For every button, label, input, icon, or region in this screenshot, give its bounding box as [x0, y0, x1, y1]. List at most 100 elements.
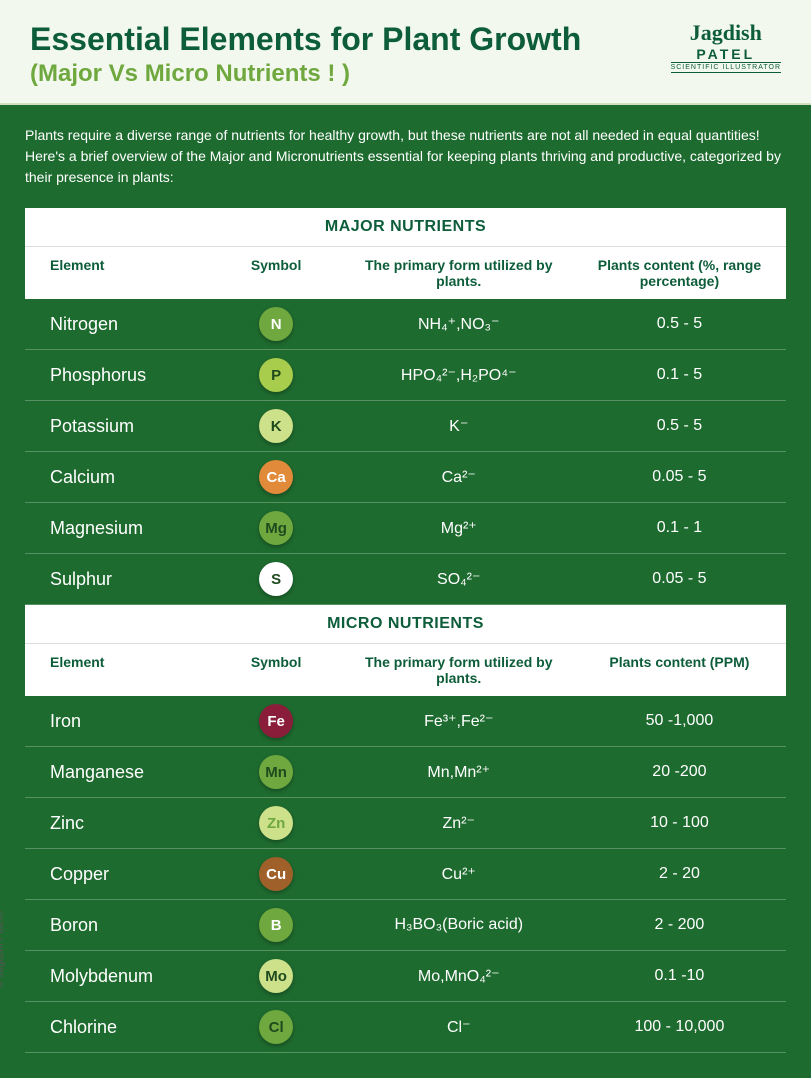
element-name: Phosphorus: [25, 365, 208, 386]
page-subtitle: (Major Vs Micro Nutrients ! ): [30, 60, 581, 88]
logo: Jagdish PATEL SCIENTIFIC ILLUSTRATOR: [671, 20, 781, 73]
element-content: 10 - 100: [573, 814, 786, 832]
title-block: Essential Elements for Plant Growth (Maj…: [30, 20, 581, 88]
col-element: Element: [25, 257, 208, 289]
element-symbol: Mo: [208, 959, 345, 993]
element-form: Cl⁻: [345, 1017, 573, 1037]
element-content: 0.5 - 5: [573, 315, 786, 333]
element-name: Zinc: [25, 813, 208, 834]
element-symbol: N: [208, 307, 345, 341]
element-content: 0.05 - 5: [573, 570, 786, 588]
element-name: Copper: [25, 864, 208, 885]
element-content: 0.5 - 5: [573, 417, 786, 435]
table-row: Sulphur S SO₄²⁻0.05 - 5: [25, 554, 786, 605]
element-content: 0.1 - 5: [573, 366, 786, 384]
element-symbol: Cl: [208, 1010, 345, 1044]
element-form: K⁻: [345, 416, 573, 436]
element-name: Potassium: [25, 416, 208, 437]
element-form: NH₄⁺,NO₃⁻: [345, 314, 573, 334]
symbol-badge: Ca: [259, 460, 293, 494]
element-form: SO₄²⁻: [345, 569, 573, 589]
symbol-badge: S: [259, 562, 293, 596]
element-symbol: Zn: [208, 806, 345, 840]
element-name: Chlorine: [25, 1017, 208, 1038]
copyright: © Jagdish Patel®: [0, 911, 6, 989]
element-content: 50 -1,000: [573, 712, 786, 730]
symbol-badge: Zn: [259, 806, 293, 840]
symbol-badge: Cu: [259, 857, 293, 891]
element-name: Boron: [25, 915, 208, 936]
element-form: Fe³⁺,Fe²⁻: [345, 711, 573, 731]
col-form: The primary form utilized by plants.: [345, 257, 573, 289]
element-symbol: S: [208, 562, 345, 596]
element-form: HPO₄²⁻,H₂PO⁴⁻: [345, 365, 573, 385]
table-row: Calcium Ca Ca²⁻0.05 - 5: [25, 452, 786, 503]
element-content: 0.1 -10: [573, 967, 786, 985]
symbol-badge: Fe: [259, 704, 293, 738]
major-column-header: Element Symbol The primary form utilized…: [25, 246, 786, 299]
col-symbol: Symbol: [208, 654, 345, 686]
major-section-title: MAJOR NUTRIENTS: [25, 208, 786, 246]
symbol-badge: Mn: [259, 755, 293, 789]
element-symbol: Ca: [208, 460, 345, 494]
element-form: Mg²⁺: [345, 518, 573, 538]
element-form: H₃BO₃(Boric acid): [345, 916, 573, 934]
symbol-badge: K: [259, 409, 293, 443]
main-panel: Plants require a diverse range of nutrie…: [0, 105, 811, 1078]
element-form: Mo,MnO₄²⁻: [345, 966, 573, 986]
table-row: Molybdenum Mo Mo,MnO₄²⁻0.1 -10: [25, 951, 786, 1002]
element-symbol: Fe: [208, 704, 345, 738]
element-form: Ca²⁻: [345, 467, 573, 487]
col-symbol: Symbol: [208, 257, 345, 289]
element-name: Molybdenum: [25, 966, 208, 987]
element-symbol: K: [208, 409, 345, 443]
element-content: 0.05 - 5: [573, 468, 786, 486]
element-symbol: Mn: [208, 755, 345, 789]
table-row: NitrogenNNH₄⁺,NO₃⁻0.5 - 5: [25, 299, 786, 350]
table-row: Phosphorus P HPO₄²⁻,H₂PO⁴⁻0.1 - 5: [25, 350, 786, 401]
col-content-major: Plants content (%, range percentage): [573, 257, 786, 289]
col-form: The primary form utilized by plants.: [345, 654, 573, 686]
table-row: Potassium K K⁻0.5 - 5: [25, 401, 786, 452]
element-name: Manganese: [25, 762, 208, 783]
table-row: Chlorine Cl Cl⁻100 - 10,000: [25, 1002, 786, 1053]
element-symbol: B: [208, 908, 345, 942]
element-content: 100 - 10,000: [573, 1018, 786, 1036]
logo-script: Jagdish: [671, 20, 781, 46]
element-content: 2 - 20: [573, 865, 786, 883]
element-symbol: Mg: [208, 511, 345, 545]
table-row: Iron Fe Fe³⁺,Fe²⁻50 -1,000: [25, 696, 786, 747]
table-row: Manganese Mn Mn,Mn²⁺20 -200: [25, 747, 786, 798]
element-name: Calcium: [25, 467, 208, 488]
col-content-micro: Plants content (PPM): [573, 654, 786, 686]
symbol-badge: Mo: [259, 959, 293, 993]
symbol-badge: Cl: [259, 1010, 293, 1044]
element-name: Sulphur: [25, 569, 208, 590]
element-content: 2 - 200: [573, 916, 786, 934]
element-symbol: Cu: [208, 857, 345, 891]
micro-section-title: MICRO NUTRIENTS: [25, 605, 786, 643]
symbol-badge: N: [259, 307, 293, 341]
element-form: Mn,Mn²⁺: [345, 762, 573, 782]
table-row: Boron B H₃BO₃(Boric acid)2 - 200: [25, 900, 786, 951]
intro-text: Plants require a diverse range of nutrie…: [25, 125, 786, 188]
table-row: Copper Cu Cu²⁺2 - 20: [25, 849, 786, 900]
element-content: 20 -200: [573, 763, 786, 781]
element-name: Iron: [25, 711, 208, 732]
header: Essential Elements for Plant Growth (Maj…: [0, 0, 811, 105]
element-form: Cu²⁺: [345, 864, 573, 884]
table-row: Zinc Zn Zn²⁻10 - 100: [25, 798, 786, 849]
logo-sub: SCIENTIFIC ILLUSTRATOR: [671, 62, 781, 73]
symbol-badge: P: [259, 358, 293, 392]
table-row: MagnesiumMgMg²⁺0.1 - 1: [25, 503, 786, 554]
micro-rows: Iron Fe Fe³⁺,Fe²⁻50 -1,000 Manganese Mn Mn,Mn…: [25, 696, 786, 1053]
element-form: Zn²⁻: [345, 813, 573, 833]
symbol-badge: Mg: [259, 511, 293, 545]
page-title: Essential Elements for Plant Growth: [30, 20, 581, 58]
element-name: Magnesium: [25, 518, 208, 539]
col-element: Element: [25, 654, 208, 686]
logo-name: PATEL: [671, 46, 781, 62]
symbol-badge: B: [259, 908, 293, 942]
major-rows: NitrogenNNH₄⁺,NO₃⁻0.5 - 5PhosphorusPHPO₄…: [25, 299, 786, 605]
micro-column-header: Element Symbol The primary form utilized…: [25, 643, 786, 696]
